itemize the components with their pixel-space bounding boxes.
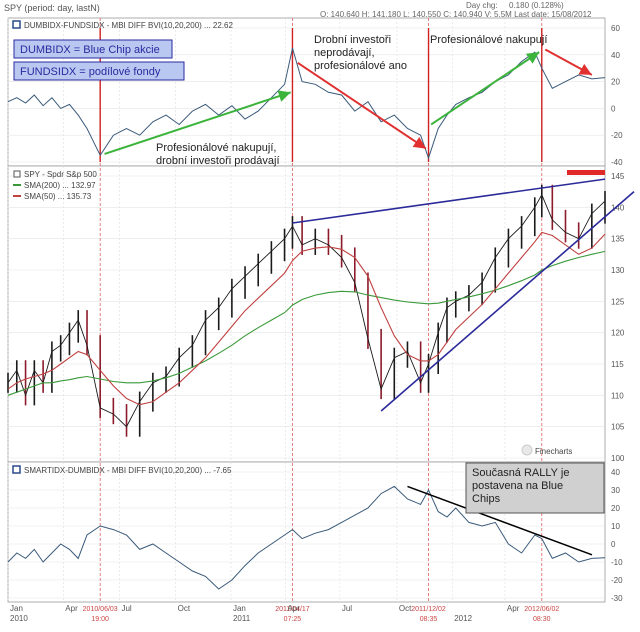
y-tick-mid-115: 115 (611, 360, 624, 369)
y-tick-mid-130: 130 (611, 266, 625, 275)
ohlc-readout: O: 140.640 H: 141.180 L: 140.550 C: 140.… (320, 10, 592, 19)
box-dumbidx-text: DUMBIDX = Blue Chip akcie (20, 44, 160, 56)
price-highlight-flag (567, 170, 605, 175)
event-date-3: 2012/06/02 (524, 606, 559, 613)
trendline-upper (292, 178, 606, 224)
sma200-line (7, 250, 606, 396)
y-tick-bottom--10: -10 (611, 558, 623, 567)
x-tick-month-4: Jan (233, 604, 246, 613)
event-date-1: 2011/04/17 (275, 606, 310, 613)
arrow-green-1 (104, 90, 292, 155)
x-tick-year-8: 2012 (454, 614, 472, 623)
y-tick-mid-100: 100 (611, 454, 625, 463)
x-tick-month-1: Apr (65, 604, 78, 613)
y-tick-mid-125: 125 (611, 297, 625, 306)
event-time-0: 19:00 (91, 616, 109, 623)
y-tick-bottom-40: 40 (611, 468, 620, 477)
annotation-mid-3: profesionálové ano (314, 60, 407, 72)
x-tick-month-6: Jul (342, 604, 352, 613)
annotation-mid-1: Drobní investoři (314, 34, 391, 46)
annotation-left-1: Profesionálové nakupují, (156, 142, 276, 154)
annotation-right: Profesionálové nakupují (430, 34, 547, 46)
x-tick-month-3: Oct (178, 604, 191, 613)
x-tick-month-2: Jul (121, 604, 131, 613)
bottom-trendline (407, 485, 593, 556)
y-tick-mid-135: 135 (611, 235, 625, 244)
x-tick-month-7: Oct (399, 604, 412, 613)
y-tick-top-40: 40 (611, 51, 620, 60)
y-tick-bottom--30: -30 (611, 594, 623, 603)
box-rally (465, 462, 605, 514)
y-tick-top-20: 20 (611, 78, 620, 87)
event-date-0: 2010/06/03 (83, 606, 118, 613)
y-tick-mid-140: 140 (611, 203, 625, 212)
chart-title: SPY (period: day, lastN) (4, 3, 100, 13)
legend-swatch-bottom (12, 465, 21, 474)
arrow-red-1 (297, 62, 427, 150)
y-tick-mid-145: 145 (611, 172, 625, 181)
watermark-icon (521, 444, 533, 456)
box-fundsidx (13, 61, 185, 81)
x-tick-month-9: Apr (507, 604, 520, 613)
event-time-2: 08:35 (420, 616, 438, 623)
arrow-red-2 (544, 48, 593, 76)
y-tick-bottom-0: 0 (611, 540, 616, 549)
event-time-1: 07:25 (284, 616, 302, 623)
annotation-mid-2: neprodávají, (314, 47, 375, 59)
x-tick-month-5: Apr (287, 604, 300, 613)
sma50-line (7, 231, 606, 406)
trendline-lower (380, 191, 635, 412)
box-rally-2: postavena na Blue (472, 480, 563, 492)
bottom-indicator-line (7, 485, 606, 590)
legend-bottom: SMARTIDX-DUMBIDX - MBI DIFF BVI(10,20,20… (24, 466, 232, 475)
y-tick-top-60: 60 (611, 24, 620, 33)
y-tick-top--20: -20 (611, 131, 623, 140)
y-tick-mid-105: 105 (611, 423, 625, 432)
y-tick-top-0: 0 (611, 104, 616, 113)
legend-spy: SPY - Spdr S&p 500 (24, 170, 97, 179)
price-close-line (7, 193, 606, 428)
event-time-3: 08:30 (533, 616, 551, 623)
watermark: Finecharts (535, 447, 572, 456)
box-dumbidx (13, 39, 173, 59)
y-tick-bottom-20: 20 (611, 504, 620, 513)
x-tick-month-0: Jan (10, 604, 23, 613)
legend-top: DUMBIDX-FUNDSIDX - MBI DIFF BVI(10,20,20… (24, 21, 233, 30)
box-fundsidx-text: FUNDSIDX = podílové fondy (20, 66, 161, 78)
box-rally-3: Chips (472, 493, 501, 505)
day-change-label: Day chg: (466, 1, 498, 10)
arrow-green-2 (430, 51, 540, 126)
x-tick-year-0: 2010 (10, 614, 28, 623)
event-date-2: 2011/12/02 (411, 606, 446, 613)
legend-sma50: SMA(50) ... 135.73 (24, 192, 92, 201)
y-tick-bottom-10: 10 (611, 522, 620, 531)
legend-swatch-spy (13, 170, 21, 178)
legend-sma200: SMA(200) ... 132.97 (24, 181, 96, 190)
day-change-value: 0.180 (0.128%) (509, 1, 564, 10)
y-tick-mid-120: 120 (611, 329, 625, 338)
annotation-left-2: drobní investoři prodávají (156, 155, 280, 167)
panel-mid (7, 165, 606, 463)
y-tick-top--40: -40 (611, 158, 623, 167)
y-tick-bottom-30: 30 (611, 486, 620, 495)
y-tick-bottom--20: -20 (611, 576, 623, 585)
y-tick-mid-110: 110 (611, 391, 624, 400)
legend-swatch-top (12, 20, 21, 29)
box-rally-1: Současná RALLY je (472, 467, 569, 479)
x-tick-year-4: 2011 (233, 614, 251, 623)
